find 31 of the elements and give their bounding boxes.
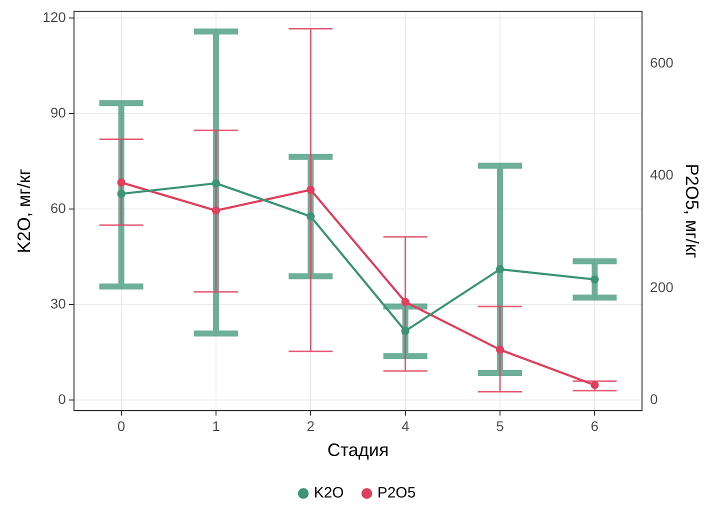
legend-label: P2O5 (377, 484, 416, 502)
point (306, 186, 315, 194)
y-tick-label: 120 (42, 8, 66, 25)
y2-tick-label: 400 (650, 166, 674, 183)
x-tick-label: 2 (306, 418, 315, 434)
y-tick-label: 30 (50, 295, 66, 312)
x-tick-label: 4 (401, 418, 410, 434)
point (212, 206, 220, 215)
y2-axis-title: P2O5, мг/кг (682, 164, 702, 259)
x-tick-label: 6 (590, 418, 599, 434)
point (306, 212, 315, 221)
x-tick-label: 0 (117, 418, 126, 434)
y2-tick-label: 0 (650, 391, 658, 408)
x-tick-label: 5 (496, 418, 504, 434)
point (496, 265, 504, 274)
point (401, 326, 410, 336)
legend-label: K2O (314, 484, 344, 502)
y-axis-title: K2O, мг/кг (14, 168, 34, 254)
point (590, 380, 599, 390)
x-tick-label: 1 (212, 418, 220, 434)
y-tick-label: 90 (50, 104, 66, 120)
x-axis-title: Стадия (327, 440, 389, 460)
point (496, 346, 504, 354)
y-tick-label: 0 (58, 390, 66, 407)
point (212, 179, 220, 188)
point (117, 190, 126, 198)
point (117, 178, 126, 187)
y2-tick-label: 200 (650, 278, 674, 295)
y-tick-label: 60 (50, 200, 66, 216)
point (401, 298, 410, 306)
y2-tick-label: 600 (650, 54, 674, 70)
